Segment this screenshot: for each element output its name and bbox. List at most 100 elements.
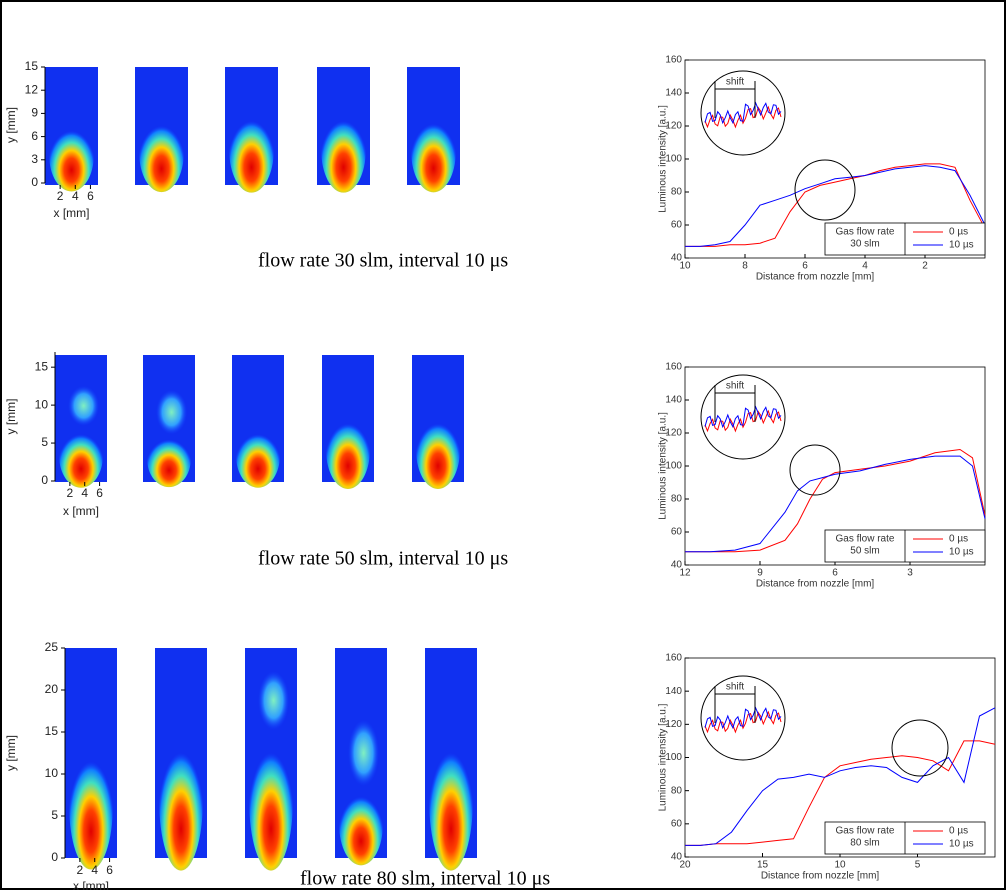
x-axis-label: Distance from nozzle [mm] (756, 579, 875, 590)
y-tick-label: 120 (665, 121, 682, 132)
flame-image (135, 67, 188, 193)
zoom-inset (700, 374, 786, 460)
x-tick-label: 2 (67, 486, 74, 500)
y-tick-label: 15 (25, 59, 39, 73)
y-tick-label: 5 (51, 808, 58, 822)
y-tick-label: 25 (45, 640, 59, 654)
caption: flow rate 80 slm, interval 10 μs (300, 868, 550, 890)
x-tick-label: 2 (57, 189, 64, 203)
y-tick-label: 80 (671, 494, 683, 505)
y-tick-label: 120 (665, 719, 682, 730)
flame-plume (68, 385, 100, 426)
y-axis-label: y [mm] (4, 107, 18, 143)
legend-label: 10 µs (949, 547, 974, 558)
y-axis-label: Luminous intensity [a.u.] (658, 703, 669, 811)
x-axis-label: Distance from nozzle [mm] (756, 272, 875, 283)
annotation: shift (726, 381, 745, 392)
flame-plume (348, 719, 380, 787)
y-tick-label: 100 (665, 752, 682, 763)
legend-label: 0 µs (949, 227, 968, 238)
inset-trace (704, 101, 782, 125)
x-tick-label: 10 (679, 261, 691, 272)
x-tick-label: 2 (922, 261, 928, 272)
x-tick-label: 20 (679, 860, 691, 871)
caption: flow rate 50 slm, interval 10 μs (258, 548, 508, 570)
annotation: shift (726, 77, 745, 88)
highlight-circle (789, 444, 841, 496)
y-tick-label: 140 (665, 686, 682, 697)
inset-trace (704, 710, 782, 734)
x-tick-label: 9 (757, 568, 763, 579)
x-tick-label: 8 (742, 261, 748, 272)
flame-image (317, 67, 370, 193)
flame-image (225, 67, 278, 193)
caption: flow rate 30 slm, interval 10 μs (258, 250, 508, 272)
flame-core (326, 412, 370, 489)
flame-image (232, 355, 284, 488)
y-tick-label: 0 (51, 850, 58, 864)
flame-core (339, 784, 383, 866)
flame-plume (258, 671, 290, 730)
y-tick-label: 100 (665, 154, 682, 165)
flame-image (412, 355, 464, 489)
inset-trace (704, 706, 782, 730)
legend-title: Gas flow rate (836, 534, 895, 545)
y-tick-label: 60 (671, 220, 683, 231)
flame-core (416, 412, 460, 489)
y-tick-label: 160 (665, 653, 682, 664)
flame-image (45, 67, 98, 192)
y-tick-label: 140 (665, 395, 682, 406)
flame-core (429, 732, 473, 871)
x-tick-label: 4 (862, 261, 868, 272)
x-axis-label: x [mm] (54, 206, 90, 220)
y-tick-label: 60 (671, 527, 683, 538)
x-tick-label: 15 (757, 860, 769, 871)
y-tick-label: 80 (671, 785, 683, 796)
y-tick-label: 10 (35, 397, 49, 411)
flame-image (143, 355, 195, 488)
y-tick-label: 10 (45, 766, 59, 780)
x-axis-label: x [mm] (73, 879, 109, 890)
y-tick-label: 40 (671, 560, 683, 571)
x-tick-label: 4 (81, 486, 88, 500)
y-axis-label: y [mm] (4, 399, 18, 435)
y-axis-label: Luminous intensity [a.u.] (658, 105, 669, 213)
legend-label: 10 µs (949, 839, 974, 850)
highlight-circle (891, 719, 949, 777)
y-tick-label: 6 (31, 129, 38, 143)
flame-image (65, 648, 117, 870)
y-tick-label: 9 (31, 106, 38, 120)
y-tick-label: 15 (45, 724, 59, 738)
x-tick-label: 4 (72, 189, 79, 203)
x-tick-label: 5 (915, 860, 921, 871)
legend-label: 10 µs (949, 240, 974, 251)
legend-title: 50 slm (850, 546, 879, 557)
y-tick-label: 40 (671, 253, 683, 264)
line-series (685, 165, 986, 247)
flame-image (335, 648, 387, 866)
x-tick-label: 12 (679, 568, 691, 579)
y-tick-label: 160 (665, 55, 682, 66)
flame-core (249, 732, 293, 871)
line-series (685, 740, 996, 846)
x-tick-label: 6 (96, 486, 103, 500)
y-tick-label: 0 (41, 473, 48, 487)
flame-core (159, 732, 203, 871)
zoom-inset (700, 675, 786, 761)
flame-core (49, 120, 94, 192)
y-tick-label: 120 (665, 428, 682, 439)
y-tick-label: 0 (31, 175, 38, 189)
flame-plume (156, 389, 188, 435)
y-tick-label: 12 (25, 82, 39, 96)
flame-core (229, 108, 274, 193)
flame-image (245, 648, 297, 871)
legend-title: 30 slm (850, 239, 879, 250)
x-tick-label: 4 (91, 863, 98, 877)
legend-label: 0 µs (949, 534, 968, 545)
x-tick-label: 10 (834, 860, 846, 871)
line-series (685, 455, 986, 553)
y-tick-label: 140 (665, 88, 682, 99)
y-axis-label: y [mm] (4, 735, 18, 771)
